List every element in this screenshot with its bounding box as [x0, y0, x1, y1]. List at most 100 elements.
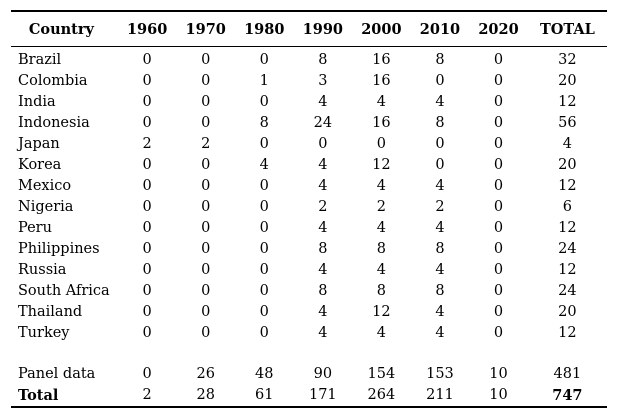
cell-total: 20 [558, 73, 577, 89]
cell-2020: 0 [493, 52, 504, 68]
cell-1970: 0 [201, 304, 211, 320]
cell-2000: 8 [376, 283, 386, 299]
cell-1990: 8 [318, 52, 328, 68]
cell-1980: 0 [259, 178, 269, 194]
cell-2010: 0 [435, 73, 445, 89]
country-name: Peru [18, 220, 52, 236]
cell-1980: 0 [259, 283, 269, 299]
cell-2010: 4 [435, 178, 445, 194]
cell-2000: 8 [376, 241, 386, 257]
cell-2020: 0 [493, 136, 504, 152]
cell-2000: 4 [376, 178, 386, 194]
cell-1960: 0 [142, 262, 152, 278]
cell-1980: 0 [259, 262, 269, 278]
cell-total: 24 [558, 241, 577, 257]
panel-value-1980: 48 [255, 366, 274, 382]
table-row: Nigeria 0 0 0 2 2 2 0 6 [11, 197, 607, 218]
cell-2000: 4 [376, 220, 386, 236]
table-row: Mexico 0 0 0 4 4 4 0 12 [11, 176, 607, 197]
cell-1970: 0 [201, 241, 211, 257]
cell-2020: 0 [493, 73, 504, 89]
cell-2010: 8 [435, 115, 445, 131]
cell-1970: 0 [201, 283, 211, 299]
header-1990: 1990 [302, 20, 343, 38]
cell-2020: 0 [493, 115, 504, 131]
total-value-2000: 264 [367, 387, 396, 403]
cell-total: 12 [558, 220, 577, 236]
cell-1960: 0 [142, 241, 152, 257]
total-label: Total [18, 387, 59, 404]
table-row: Indonesia 0 0 8 24 16 8 0 56 [11, 113, 607, 134]
cell-1980: 0 [259, 136, 269, 152]
cell-2000: 12 [372, 157, 391, 173]
cell-2020: 0 [493, 241, 504, 257]
table-row: Russia 0 0 0 4 4 4 0 12 [11, 260, 607, 281]
cell-1980: 8 [259, 115, 269, 131]
cell-1960: 0 [142, 52, 152, 68]
header-total: TOTAL [539, 20, 595, 38]
cell-1980: 0 [259, 325, 269, 341]
country-name: Colombia [18, 73, 88, 89]
cell-1970: 0 [201, 262, 211, 278]
cell-1990: 3 [318, 73, 328, 89]
cell-1990: 4 [318, 94, 328, 110]
table-row: Colombia 0 0 1 3 16 0 0 20 [11, 71, 607, 92]
cell-total: 12 [558, 178, 577, 194]
data-table: Country 1960 1970 1980 1990 2000 2010 20… [11, 10, 607, 408]
cell-1990: 4 [318, 220, 328, 236]
cell-1990: 4 [318, 157, 328, 173]
country-name: Mexico [18, 178, 72, 194]
cell-2020: 0 [493, 220, 504, 236]
country-name: South Africa [18, 283, 110, 299]
table-row: Philippines 0 0 0 8 8 8 0 24 [11, 239, 607, 260]
country-name: India [18, 94, 56, 110]
cell-total: 56 [558, 115, 577, 131]
cell-2000: 12 [372, 304, 391, 320]
table-row: Thailand 0 0 0 4 12 4 0 20 [11, 302, 607, 323]
table-row: Japan 2 2 0 0 0 0 0 4 [11, 134, 607, 155]
total-row: Total 2 28 61 171 264 211 10 747 [11, 385, 607, 407]
panel-value-2010: 153 [426, 366, 454, 382]
cell-1960: 2 [142, 136, 152, 152]
cell-2020: 0 [493, 199, 504, 215]
country-name: Thailand [18, 304, 83, 320]
table-row: Turkey 0 0 0 4 4 4 0 12 [11, 323, 607, 344]
country-name: Nigeria [18, 199, 74, 215]
cell-2010: 8 [435, 241, 445, 257]
cell-1970: 0 [201, 115, 211, 131]
cell-2010: 4 [435, 325, 445, 341]
total-value-1960: 2 [142, 387, 152, 403]
cell-total: 20 [558, 304, 577, 320]
cell-1960: 0 [142, 73, 152, 89]
cell-2010: 2 [435, 199, 445, 215]
header-2000: 2000 [361, 20, 402, 38]
data-table-container: Country 1960 1970 1980 1990 2000 2010 20… [11, 10, 607, 408]
cell-2020: 0 [493, 94, 504, 110]
cell-1980: 4 [259, 157, 269, 173]
country-name: Korea [18, 157, 62, 173]
cell-1970: 0 [201, 220, 211, 236]
cell-2000: 4 [376, 262, 386, 278]
panel-value-1970: 26 [196, 366, 215, 382]
total-value-1970: 28 [196, 387, 215, 403]
header-1970: 1970 [185, 20, 226, 38]
cell-1970: 0 [201, 325, 211, 341]
cell-2020: 0 [493, 304, 504, 320]
table-row: South Africa 0 0 0 8 8 8 0 24 [11, 281, 607, 302]
cell-2020: 0 [493, 325, 504, 341]
cell-1990: 24 [313, 115, 333, 131]
cell-1980: 0 [259, 241, 269, 257]
total-value-2010: 211 [426, 387, 454, 403]
panel-value-1990: 90 [313, 366, 333, 382]
cell-2010: 4 [435, 304, 445, 320]
cell-1990: 4 [318, 304, 328, 320]
cell-2010: 8 [435, 283, 445, 299]
country-name: Brazil [18, 52, 62, 68]
panel-value-2020: 10 [489, 366, 508, 382]
header-1980: 1980 [244, 20, 285, 38]
cell-1990: 4 [318, 262, 328, 278]
cell-total: 12 [558, 262, 577, 278]
cell-1960: 0 [142, 220, 152, 236]
cell-2010: 4 [435, 220, 445, 236]
cell-2000: 4 [376, 325, 386, 341]
